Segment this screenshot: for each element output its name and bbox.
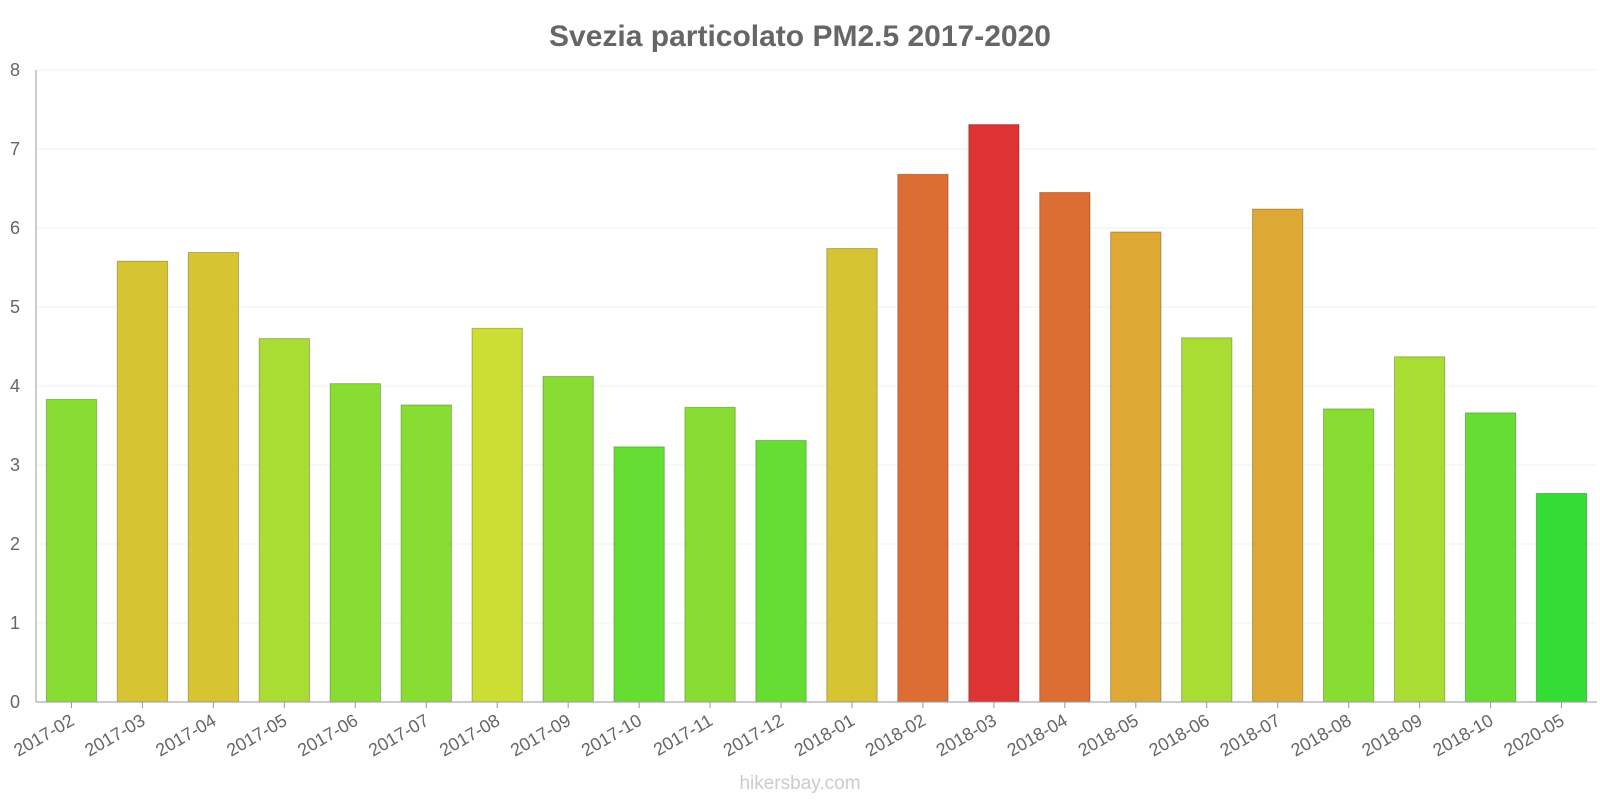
x-tick-label: 2018-01 xyxy=(791,710,858,760)
x-tick-label: 2017-12 xyxy=(720,710,787,760)
bar-2018-01 xyxy=(826,248,878,703)
x-tick-label: 2018-09 xyxy=(1358,710,1425,760)
bar-2018-06 xyxy=(1181,337,1233,703)
y-tick-label: 6 xyxy=(10,218,20,238)
bar-2017-07 xyxy=(400,404,452,703)
bar-2017-05 xyxy=(258,338,311,703)
x-tick-label: 2017-05 xyxy=(223,710,290,760)
x-tick-label: 2017-08 xyxy=(436,710,503,760)
y-tick-label: 3 xyxy=(10,455,20,475)
x-tick-label: 2017-07 xyxy=(365,710,432,760)
bar-2017-03 xyxy=(116,260,169,703)
y-axis-ticks: 0 1 2 3 4 5 6 7 8 xyxy=(10,60,20,712)
bar-2017-10 xyxy=(613,446,665,703)
bar-2018-09 xyxy=(1393,356,1446,703)
bar-2018-07 xyxy=(1252,208,1304,703)
y-tick-label: 0 xyxy=(10,692,20,712)
x-tick-label: 2020-05 xyxy=(1500,710,1567,760)
x-tick-label: 2017-03 xyxy=(81,710,148,760)
x-tick-label: 2018-10 xyxy=(1429,710,1496,760)
x-tick-label: 2018-04 xyxy=(1004,710,1071,760)
chart-title: Svezia particolato PM2.5 2017-2020 xyxy=(549,20,1051,53)
x-tick-label: 2017-10 xyxy=(578,710,645,760)
y-tick-label: 5 xyxy=(10,297,20,317)
x-tick-label: 2018-03 xyxy=(933,710,1000,760)
y-tick-label: 4 xyxy=(10,376,20,396)
bar-2017-02 xyxy=(45,398,98,703)
footer-credit: hikersbay.com xyxy=(739,773,860,794)
x-tick-label: 2018-05 xyxy=(1075,710,1142,760)
x-tick-label: 2017-02 xyxy=(10,710,77,760)
bar-2020-05 xyxy=(1535,492,1588,703)
y-tick-label: 2 xyxy=(10,534,20,554)
bar-2017-09 xyxy=(542,376,594,703)
y-tick-label: 7 xyxy=(10,139,20,159)
bar-2017-12 xyxy=(755,440,807,703)
bar-2017-11 xyxy=(684,406,736,703)
bar-2018-04 xyxy=(1039,191,1091,703)
x-tick-label: 2018-07 xyxy=(1216,710,1283,760)
x-tick-label: 2017-11 xyxy=(650,710,716,760)
bar-2017-04 xyxy=(187,251,240,703)
bar-2018-05 xyxy=(1110,231,1162,703)
y-tick-label: 8 xyxy=(10,60,20,80)
x-axis-ticks: 2017-02 2017-03 2017-04 2017-05 2017-06 2017-… xyxy=(10,702,1568,760)
y-tick-label: 1 xyxy=(10,613,20,633)
bar-2017-08 xyxy=(471,327,523,703)
x-tick-label: 2018-06 xyxy=(1146,710,1213,760)
x-tick-label: 2018-02 xyxy=(862,710,929,760)
bar-2018-08 xyxy=(1322,408,1375,703)
bar-2018-02 xyxy=(897,173,949,703)
x-tick-label: 2017-06 xyxy=(294,710,361,760)
bar-2018-10 xyxy=(1464,412,1517,703)
bars xyxy=(45,124,1588,703)
x-tick-label: 2018-08 xyxy=(1287,710,1354,760)
x-tick-label: 2017-09 xyxy=(507,710,574,760)
bar-2017-06 xyxy=(329,383,381,703)
bar-2018-03 xyxy=(968,124,1020,703)
x-tick-label: 2017-04 xyxy=(152,710,219,760)
